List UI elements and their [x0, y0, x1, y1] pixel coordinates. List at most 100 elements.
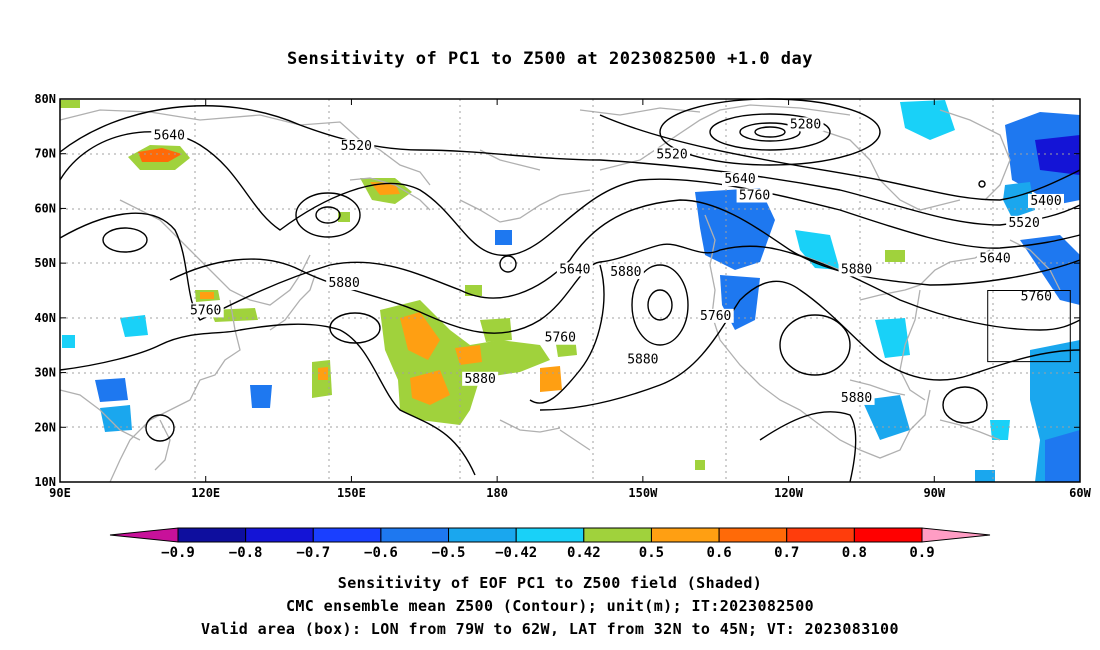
negative-patch — [1045, 430, 1080, 482]
contour-label-bg — [977, 251, 1013, 266]
lat-tick-label: 20N — [34, 420, 56, 434]
contour-5880-east — [539, 280, 1081, 411]
contour-label-bg — [736, 188, 773, 203]
colorbar-bin — [853, 527, 923, 543]
negative-patch — [875, 318, 910, 358]
negative-patch — [975, 470, 995, 482]
contour-label: 5400 — [1030, 194, 1061, 209]
caption-shading: Sensitivity of EOF PC1 to Z500 field (Sh… — [337, 574, 763, 592]
colorbar-label: 0.42 — [567, 545, 601, 561]
contour-label-bg — [654, 147, 690, 162]
lat-tick-label: 40N — [34, 311, 56, 325]
contour-label: 5760 — [545, 331, 576, 346]
colorbar-label: 0.5 — [639, 545, 664, 561]
lat-tick-label: 50N — [34, 256, 56, 270]
lon-tick-label: 150W — [628, 486, 658, 500]
contour-label: 5640 — [559, 262, 590, 277]
contour-5280-core — [754, 126, 786, 138]
contour-label: 5880 — [610, 265, 641, 280]
negative-patch — [795, 230, 840, 270]
contour-5280-inner — [739, 122, 801, 142]
contour-label-bg — [1028, 193, 1064, 208]
colorbar-low-arrow — [109, 527, 179, 543]
negative-patch — [990, 420, 1010, 440]
contour-label-bg — [187, 303, 224, 318]
contour-5880-high — [329, 312, 381, 344]
colorbar-bin — [786, 527, 855, 543]
lon-tick-label: 90W — [923, 486, 945, 500]
contour-5880-pacific — [529, 264, 605, 404]
colorbar: −0.9 −0.8 −0.7 −0.6 −0.5 −0.42 0.42 0.5 0.6 0.7 0.… — [109, 527, 991, 561]
contour-label-bg — [338, 139, 375, 154]
contour-5640-low — [295, 192, 361, 238]
positive-patch — [885, 250, 905, 262]
contour-label-bg — [607, 265, 644, 280]
contour-label-bg — [624, 352, 661, 367]
colorbar-bin — [245, 527, 314, 543]
colorbar-label: 0.6 — [706, 545, 731, 561]
contour-5880-north — [169, 243, 1081, 334]
positive-patch — [695, 460, 705, 470]
colorbar-label: −0.6 — [364, 545, 398, 561]
colorbar-bin — [312, 527, 382, 543]
contour-label-bg — [787, 117, 824, 132]
colorbar-label: −0.5 — [432, 545, 466, 561]
colorbar-bin — [177, 527, 247, 543]
negative-patch — [62, 335, 75, 348]
lon-tick-label: 180 — [486, 486, 508, 500]
contour-label: 5520 — [656, 147, 687, 162]
contour-label: 5760 — [739, 188, 770, 203]
contour-label: 5760 — [1021, 290, 1052, 305]
z500-contours — [59, 98, 1081, 483]
contour-label-bg — [556, 262, 593, 277]
colorbar-bin — [583, 527, 652, 543]
lat-tick-label: 80N — [34, 92, 56, 106]
contour-5400 — [599, 114, 1081, 201]
contour-5760-low — [631, 264, 689, 346]
contour-label: 5640 — [724, 172, 755, 187]
lon-tick-label: 150E — [337, 486, 366, 500]
colorbar-bin — [380, 527, 450, 543]
negative-patch — [1035, 135, 1080, 175]
contour-label-bg — [838, 390, 875, 405]
positive-patch — [480, 318, 512, 342]
negative-patch — [120, 315, 148, 337]
positive-patch — [540, 366, 562, 392]
contour-label: 5520 — [341, 139, 372, 154]
contour-label-bg — [462, 371, 499, 386]
contour-5760-loop — [499, 255, 517, 273]
contour-label: 5880 — [841, 391, 872, 406]
contour-5880-high-east — [779, 314, 851, 376]
contour-5880-south — [59, 323, 476, 476]
lon-tick-label: 60W — [1069, 486, 1091, 500]
contour-5400-small — [978, 180, 986, 188]
positive-patch — [318, 367, 328, 380]
contour-label: 5880 — [841, 262, 872, 277]
contour-5280 — [709, 113, 831, 151]
colorbar-label: 0.8 — [842, 545, 867, 561]
colorbar-label: 0.7 — [774, 545, 799, 561]
positive-patch — [200, 292, 214, 299]
contour-label: 5880 — [328, 276, 359, 291]
positive-patch — [138, 148, 182, 162]
colorbar-label: −0.9 — [161, 545, 195, 561]
contour-label-bg — [722, 172, 758, 187]
colorbar-label: −0.8 — [229, 545, 263, 561]
contour-5640-left — [102, 227, 148, 253]
contour-label-bg — [326, 276, 363, 291]
map-frame — [59, 98, 1081, 483]
lat-tick-label: 30N — [34, 366, 56, 380]
contour-5880-high-atl — [942, 386, 988, 424]
contour-label: 5880 — [627, 353, 658, 368]
contour-5880-gulf — [759, 411, 857, 483]
positive-patch — [370, 182, 400, 195]
colorbar-bin — [515, 527, 585, 543]
colorbar-label: −0.42 — [495, 545, 537, 561]
colorbar-label: 0.9 — [909, 545, 934, 561]
graticule — [60, 99, 1080, 482]
lat-tick-label: 10N — [34, 475, 56, 489]
lon-tick-label: 90E — [49, 486, 71, 500]
contour-5760 — [59, 199, 1081, 321]
negative-patch — [100, 405, 132, 432]
